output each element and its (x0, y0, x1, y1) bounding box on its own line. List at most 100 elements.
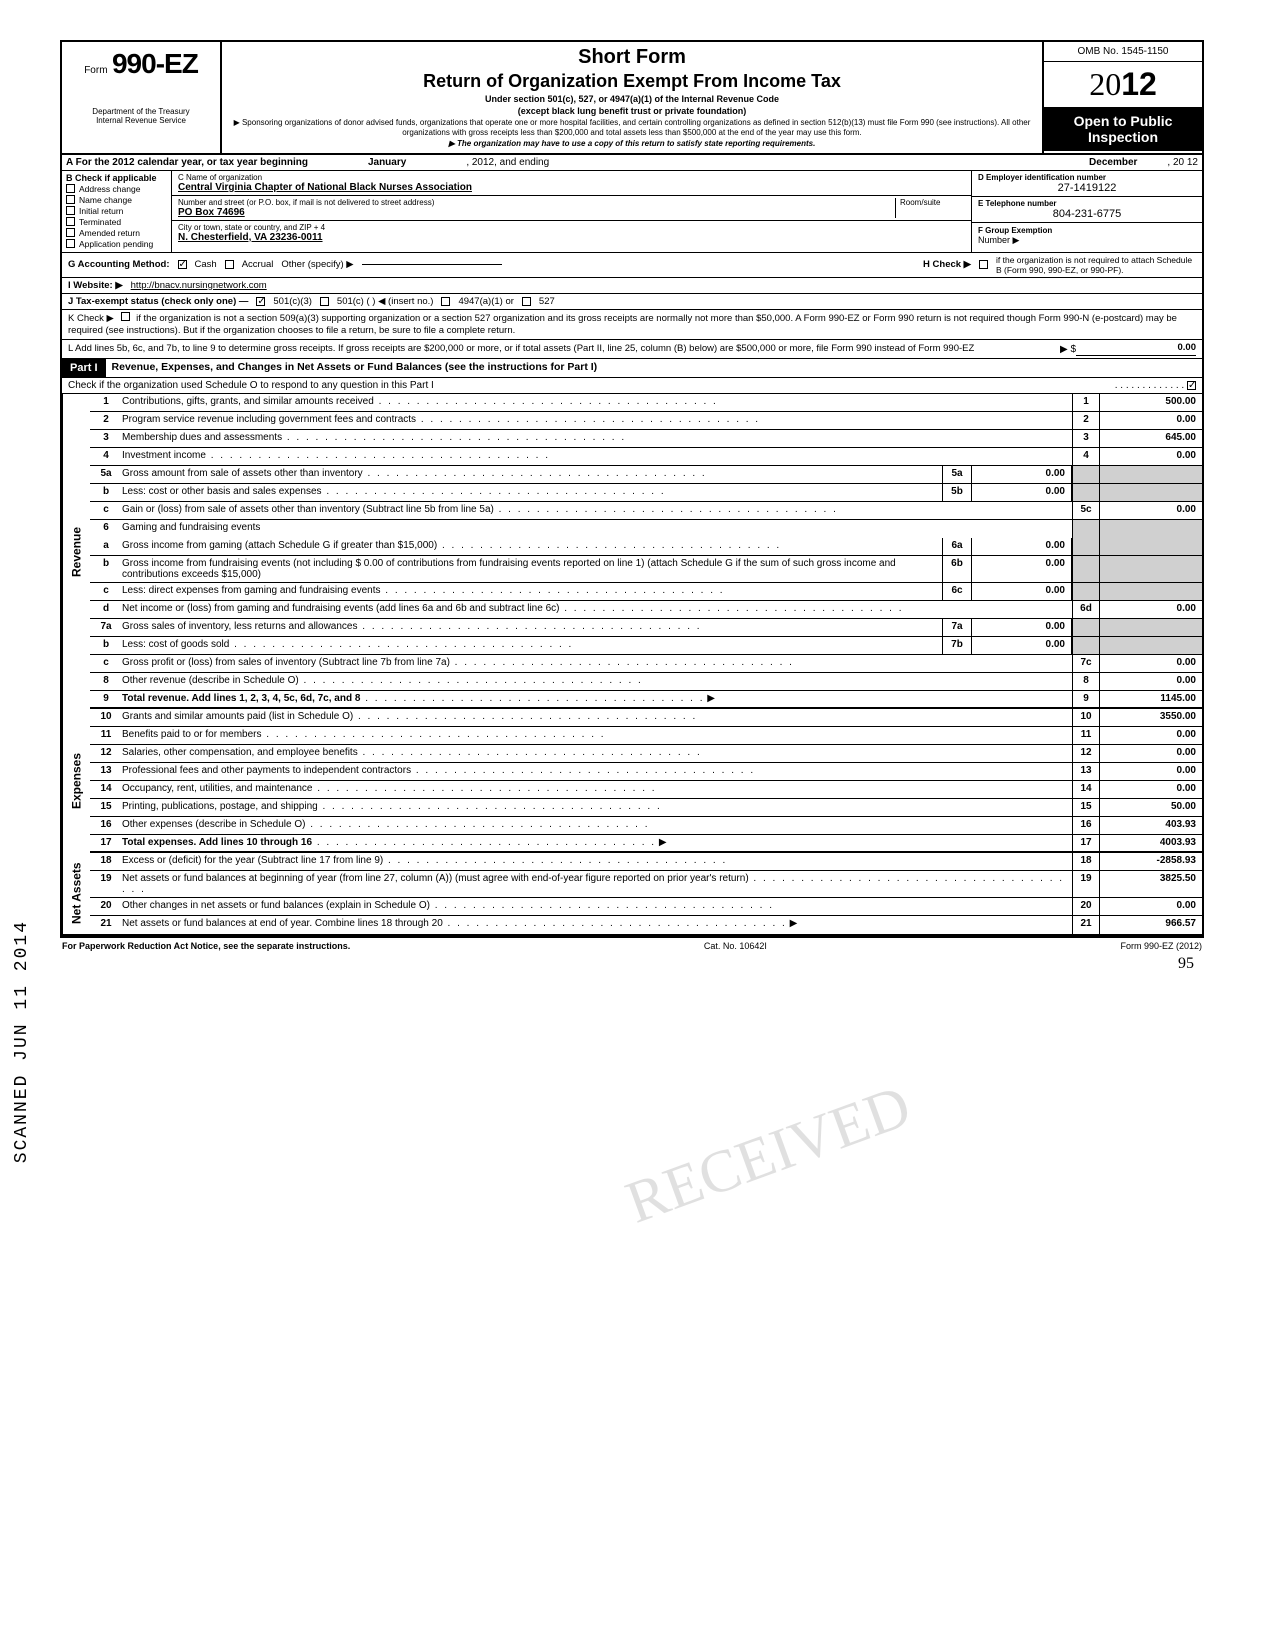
chk-app-pending[interactable] (66, 239, 75, 248)
chk-4947[interactable] (441, 297, 450, 306)
ln7b-mv: 0.00 (972, 637, 1072, 654)
ln6b-desc: Gross income from fundraising events (no… (122, 558, 896, 580)
ln20-desc: Other changes in net assets or fund bala… (122, 900, 430, 911)
row-i-website: I Website: ▶ http://bnacv.nursingnetwork… (62, 278, 1202, 294)
chk-name-change[interactable] (66, 195, 75, 204)
ln5b-mv: 0.00 (972, 484, 1072, 501)
ln9-desc: Total revenue. Add lines 1, 2, 3, 4, 5c,… (122, 693, 360, 704)
ln5a-desc: Gross amount from sale of assets other t… (122, 468, 363, 479)
lbl-accrual: Accrual (242, 259, 274, 270)
chk-527[interactable] (522, 297, 531, 306)
ln12-num: 12 (90, 745, 122, 762)
chk-cash[interactable] (178, 260, 187, 269)
ln21-rn: 21 (1072, 916, 1100, 934)
footer-catno: Cat. No. 10642I (704, 941, 767, 951)
col-c-org: C Name of organization Central Virginia … (172, 171, 972, 252)
chk-schedule-b[interactable] (979, 260, 988, 269)
h-label: H Check ▶ (923, 259, 971, 270)
ln1-num: 1 (90, 394, 122, 411)
ln12-rn: 12 (1072, 745, 1100, 762)
ln7b-num: b (90, 637, 122, 654)
ln15-desc: Printing, publications, postage, and shi… (122, 801, 318, 812)
chk-address-change[interactable] (66, 184, 75, 193)
header-note-2: ▶ The organization may have to use a cop… (230, 139, 1034, 149)
ln14-val: 0.00 (1100, 781, 1202, 798)
chk-accrual[interactable] (225, 260, 234, 269)
ln19-rn: 19 (1072, 871, 1100, 897)
ln6-desc: Gaming and fundraising events (122, 522, 260, 533)
row-l: L Add lines 5b, 6c, and 7b, to line 9 to… (62, 340, 1202, 358)
open-to-public: Open to Public Inspection (1044, 107, 1202, 151)
chk-501c[interactable] (320, 297, 329, 306)
chk-initial-return[interactable] (66, 206, 75, 215)
ln10-val: 3550.00 (1100, 709, 1202, 726)
lbl-527: 527 (539, 296, 555, 307)
lbl-address-change: Address change (79, 184, 140, 194)
ln3-val: 645.00 (1100, 430, 1202, 447)
ln18-desc: Excess or (deficit) for the year (Subtra… (122, 855, 383, 866)
ln18-rn: 18 (1072, 853, 1100, 870)
lbl-app-pending: Application pending (79, 239, 153, 249)
chk-k[interactable] (121, 312, 130, 321)
ln2-rn: 2 (1072, 412, 1100, 429)
lbl-501c3: 501(c)(3) (273, 296, 312, 307)
chk-501c3[interactable] (256, 297, 265, 306)
ln5a-mv: 0.00 (972, 466, 1072, 483)
footer-paperwork: For Paperwork Reduction Act Notice, see … (62, 941, 350, 951)
ln3-num: 3 (90, 430, 122, 447)
row-k: K Check ▶ if the organization is not a s… (62, 310, 1202, 341)
ln5c-desc: Gain or (loss) from sale of assets other… (122, 504, 494, 515)
h-text: if the organization is not required to a… (996, 255, 1196, 275)
ln6c-mv: 0.00 (972, 583, 1072, 600)
ln17-val: 4003.93 (1100, 835, 1202, 851)
ln4-rn: 4 (1072, 448, 1100, 465)
ln11-val: 0.00 (1100, 727, 1202, 744)
ln2-val: 0.00 (1100, 412, 1202, 429)
ln6a-rspacer (1100, 538, 1202, 555)
lbl-cash: Cash (195, 259, 217, 270)
form-990ez: Form 990-EZ Department of the Treasury I… (60, 40, 1204, 938)
ln1-rn: 1 (1072, 394, 1100, 411)
ln6a-num: a (90, 538, 122, 555)
ln14-desc: Occupancy, rent, utilities, and maintena… (122, 783, 312, 794)
form-prefix: Form (84, 65, 107, 76)
ln7a-mv: 0.00 (972, 619, 1072, 636)
year-suffix: 12 (1121, 66, 1157, 102)
year-prefix: 20 (1089, 66, 1121, 102)
e-phone-value: 804-231-6775 (978, 208, 1196, 220)
ln6a-desc: Gross income from gaming (attach Schedul… (122, 540, 437, 551)
ln6a-mn: 6a (942, 538, 972, 555)
ln21-val: 966.57 (1100, 916, 1202, 934)
j-label: J Tax-exempt status (check only one) — (68, 296, 248, 307)
ln5a-rspacer (1100, 466, 1202, 483)
c-addr-value: PO Box 74696 (178, 207, 895, 218)
ln5b-desc: Less: cost or other basis and sales expe… (122, 486, 322, 497)
row-a-start-month: January (368, 157, 406, 168)
c-city-value: N. Chesterfield, VA 23236-0011 (178, 232, 965, 243)
ln19-desc: Net assets or fund balances at beginning… (122, 873, 749, 884)
ln6b-rspacer (1100, 556, 1202, 582)
ln7c-rn: 7c (1072, 655, 1100, 672)
ln6b-num: b (90, 556, 122, 582)
ln7a-mn: 7a (942, 619, 972, 636)
chk-schedule-o[interactable] (1187, 381, 1196, 390)
c-addr-label: Number and street (or P.O. box, if mail … (178, 198, 895, 207)
ln7b-desc: Less: cost of goods sold (122, 639, 229, 650)
lbl-terminated: Terminated (79, 217, 121, 227)
expenses-vert-label: Expenses (62, 709, 90, 853)
row-g-h: G Accounting Method: Cash Accrual Other … (62, 253, 1202, 278)
d-ein-label: D Employer identification number (978, 173, 1196, 182)
ln18-num: 18 (90, 853, 122, 870)
ln8-rn: 8 (1072, 673, 1100, 690)
short-form-label: Short Form (230, 46, 1034, 69)
ln7c-val: 0.00 (1100, 655, 1202, 672)
revenue-vert-label: Revenue (62, 394, 90, 709)
ln14-rn: 14 (1072, 781, 1100, 798)
chk-terminated[interactable] (66, 217, 75, 226)
ln5c-val: 0.00 (1100, 502, 1202, 519)
ln11-desc: Benefits paid to or for members (122, 729, 262, 740)
b-heading: B Check if applicable (66, 173, 167, 183)
chk-amended[interactable] (66, 228, 75, 237)
ln6c-rspacer (1100, 583, 1202, 600)
i-label: I Website: ▶ (68, 280, 123, 291)
